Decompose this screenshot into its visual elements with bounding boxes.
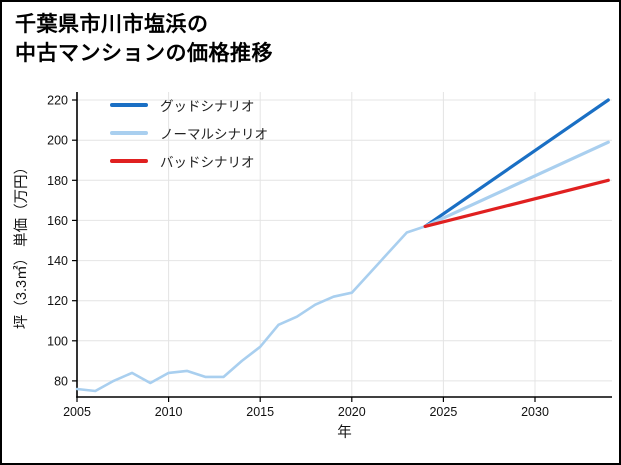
series-line-good-scenario bbox=[423, 98, 610, 228]
tick-marks bbox=[72, 99, 536, 402]
series-line-bad-scenario bbox=[423, 178, 610, 228]
svg-text:120: 120 bbox=[47, 294, 68, 308]
svg-text:80: 80 bbox=[54, 374, 68, 388]
axes bbox=[76, 92, 612, 398]
legend-label-normal-scenario: ノーマルシナリオ bbox=[160, 127, 268, 142]
svg-text:2010: 2010 bbox=[155, 405, 183, 419]
legend-label-bad-scenario: バッドシナリオ bbox=[160, 155, 255, 170]
svg-text:100: 100 bbox=[47, 334, 68, 348]
svg-text:2025: 2025 bbox=[429, 405, 457, 419]
bad-scenario-line-swatch bbox=[110, 159, 148, 163]
x-axis-label: 年 bbox=[337, 424, 352, 441]
page-title: 千葉県市川市塩浜の 中古マンションの価格推移 bbox=[15, 10, 273, 69]
svg-text:2020: 2020 bbox=[338, 405, 366, 419]
svg-text:160: 160 bbox=[47, 214, 68, 228]
normal-scenario-line-swatch bbox=[110, 131, 148, 135]
svg-text:140: 140 bbox=[47, 254, 68, 268]
svg-text:2030: 2030 bbox=[521, 405, 549, 419]
gridlines bbox=[76, 92, 612, 397]
y-axis-label: 坪（3.3㎡） 単価（万円） bbox=[13, 160, 30, 329]
svg-text:180: 180 bbox=[47, 174, 68, 188]
chart-legend: グッドシナリオ ノーマルシナリオ バッドシナリオ bbox=[110, 91, 268, 175]
svg-text:2005: 2005 bbox=[63, 405, 91, 419]
series-line-normal-scenario bbox=[423, 140, 610, 228]
legend-item-good-scenario: グッドシナリオ bbox=[110, 91, 268, 119]
svg-text:2015: 2015 bbox=[246, 405, 274, 419]
title-line-1: 千葉県市川市塩浜の bbox=[15, 13, 209, 36]
legend-item-normal-scenario: ノーマルシナリオ bbox=[110, 119, 268, 147]
series-line-history bbox=[75, 225, 427, 393]
svg-text:200: 200 bbox=[47, 134, 68, 148]
svg-text:220: 220 bbox=[47, 94, 68, 108]
legend-item-bad-scenario: バッドシナリオ bbox=[110, 147, 268, 175]
legend-label-good-scenario: グッドシナリオ bbox=[160, 99, 255, 114]
tick-labels: 80 100 120 140 160 180 200 220 2005 2010 2015 2020 2… bbox=[47, 94, 549, 420]
good-scenario-line-swatch bbox=[110, 103, 148, 107]
title-line-2: 中古マンションの価格推移 bbox=[15, 42, 273, 66]
